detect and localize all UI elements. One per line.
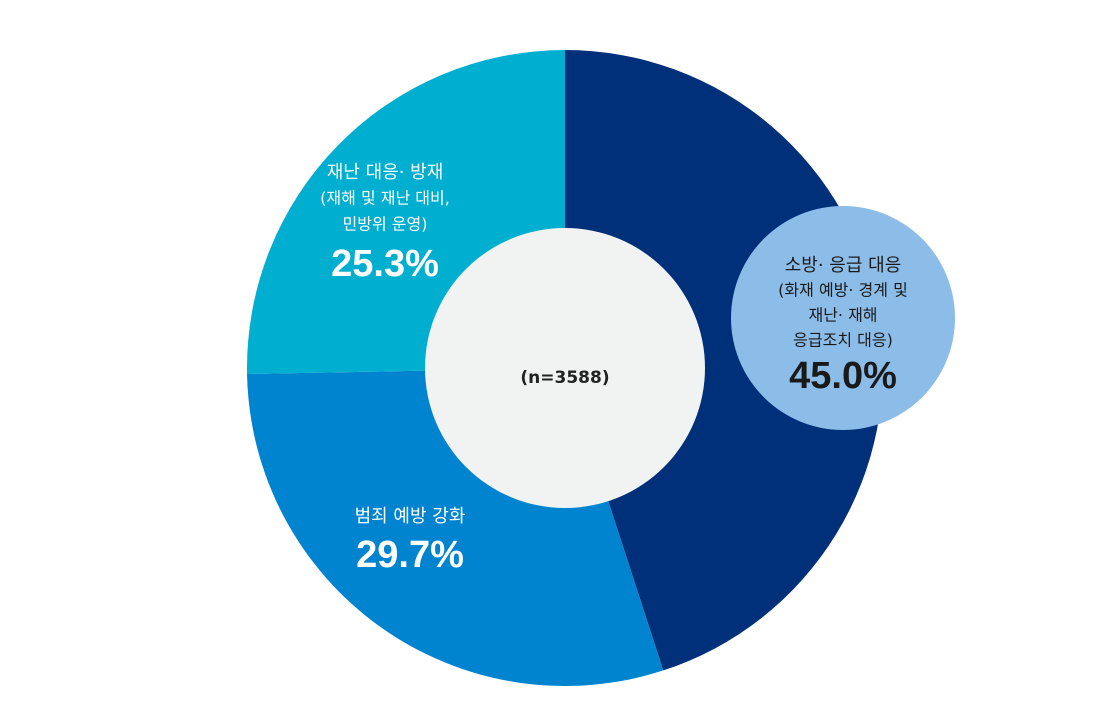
value-label: 45.0% (789, 355, 897, 397)
category-label: 소방· 응급 대응 (785, 255, 902, 276)
label-bubble (731, 206, 955, 430)
category-label: 재난· 재해 (808, 306, 877, 325)
slice (565, 50, 883, 671)
category-label: 범죄 예방 강화 (355, 506, 466, 527)
category-label: (재해 및 재난 대비, (320, 189, 450, 208)
category-label: (화재 예방· 경계 및 (778, 281, 908, 300)
category-label: 민방위 운영) (343, 215, 428, 234)
donut-hole (425, 228, 705, 508)
center-label: (n=3588) (520, 368, 609, 388)
value-label: 29.7% (356, 534, 464, 576)
value-label: 25.3% (331, 243, 439, 285)
category-label: 응급조치 대응) (793, 331, 893, 350)
category-label: 재난 대응· 방재 (327, 162, 444, 183)
